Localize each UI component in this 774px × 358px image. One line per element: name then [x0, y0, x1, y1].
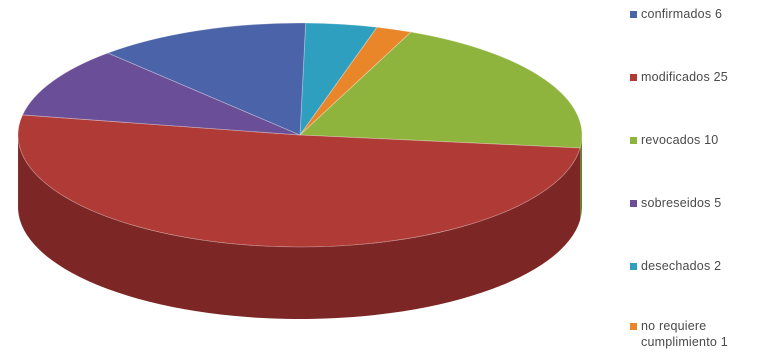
- pie-depth-layer: [18, 135, 582, 319]
- legend-label-modificados: modificados 25: [641, 70, 728, 84]
- pie-top-layer: [17, 22, 583, 248]
- pie-slice-sobreseidos: [21, 52, 301, 136]
- legend-item-no-requiere-cumplimiento: no requiere cumplimiento 1: [630, 318, 774, 350]
- chart-legend: confirmados 6 modificados 25 revocados 1…: [630, 6, 774, 356]
- legend-swatch-sobreseidos: [630, 200, 637, 207]
- legend-item-sobreseidos: sobreseidos 5: [630, 195, 721, 211]
- pie-slice-desechados: [299, 22, 378, 137]
- legend-label-confirmados: confirmados 6: [641, 7, 723, 21]
- legend-label-sobreseidos: sobreseidos 5: [641, 196, 722, 210]
- pie-slice-revocados: [299, 31, 583, 149]
- pie-slice-modificados: [17, 114, 581, 248]
- pie-slice-no-requiere-cumplimiento: [299, 26, 412, 136]
- pie-slice-side-modificados: [18, 137, 581, 319]
- legend-swatch-modificados: [630, 74, 637, 81]
- legend-item-confirmados: confirmados 6: [630, 6, 722, 22]
- legend-swatch-revocados: [630, 137, 637, 144]
- pie-slice-side-revocados: [580, 135, 582, 220]
- legend-swatch-desechados: [630, 263, 637, 270]
- legend-label-desechados: desechados 2: [641, 259, 722, 273]
- legend-swatch-confirmados: [630, 11, 637, 18]
- pie-slice-confirmados: [106, 22, 307, 136]
- legend-item-revocados: revocados 10: [630, 132, 718, 148]
- legend-swatch-no-requiere-cumplimiento: [630, 323, 637, 330]
- legend-label-no-requiere-cumplimiento: no requiere cumplimiento 1: [641, 319, 728, 349]
- legend-item-desechados: desechados 2: [630, 258, 721, 274]
- pie-chart: [17, 22, 583, 319]
- legend-label-revocados: revocados 10: [641, 133, 719, 147]
- legend-item-modificados: modificados 25: [630, 69, 728, 85]
